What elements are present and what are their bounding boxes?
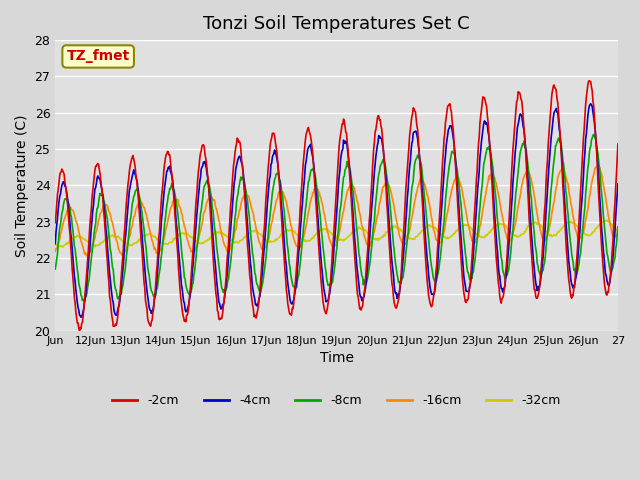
X-axis label: Time: Time	[319, 351, 353, 365]
Text: TZ_fmet: TZ_fmet	[67, 49, 130, 63]
Legend: -2cm, -4cm, -8cm, -16cm, -32cm: -2cm, -4cm, -8cm, -16cm, -32cm	[108, 389, 566, 412]
Title: Tonzi Soil Temperatures Set C: Tonzi Soil Temperatures Set C	[204, 15, 470, 33]
Y-axis label: Soil Temperature (C): Soil Temperature (C)	[15, 114, 29, 257]
